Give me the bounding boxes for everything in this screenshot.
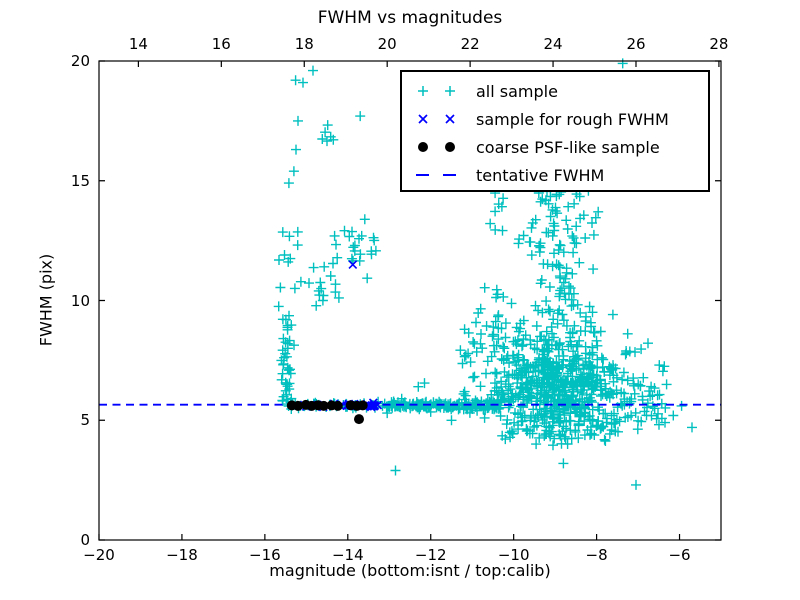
top-tick-label: 24 [543, 35, 563, 53]
top-tick-label: 26 [626, 35, 646, 53]
legend-label: tentative FWHM [476, 165, 605, 185]
plus-marker-icon [412, 81, 467, 101]
dot-marker-icon [412, 137, 467, 157]
legend-item-rough-fwhm: sample for rough FWHM [412, 105, 708, 133]
legend: all sample sample for rough FWHM coarse … [400, 70, 710, 192]
legend-item-psf-sample: coarse PSF-like sample [412, 133, 708, 161]
x-tick-label: −6 [668, 546, 691, 564]
x-marker-icon [412, 109, 467, 129]
x-tick-label: −14 [331, 546, 364, 564]
x-tick-label: −8 [585, 546, 608, 564]
y-tick-label: 0 [80, 531, 90, 549]
x-tick-label: −18 [166, 546, 198, 564]
chart-title: FWHM vs magnitudes [317, 8, 503, 28]
legend-label: coarse PSF-like sample [476, 137, 660, 157]
y-tick-label: 15 [70, 171, 90, 190]
top-tick-label: 20 [377, 35, 397, 53]
top-tick-label: 22 [460, 35, 480, 53]
top-tick-label: 16 [211, 35, 231, 53]
y-tick-label: 10 [70, 291, 90, 310]
legend-label: sample for rough FWHM [476, 109, 669, 129]
dashed-line-icon [412, 165, 467, 185]
y-tick-label: 20 [70, 52, 90, 70]
legend-item-all-sample: all sample [412, 77, 708, 105]
x-tick-label: −10 [497, 546, 530, 564]
x-axis-label: magnitude (bottom:isnt / top:calib) [269, 561, 551, 580]
x-tick-label: −12 [414, 546, 447, 564]
y-tick-label: 5 [80, 411, 90, 430]
legend-label: all sample [476, 81, 558, 101]
legend-item-tentative-fwhm: tentative FWHM [412, 161, 708, 189]
top-tick-label: 18 [294, 35, 314, 53]
top-tick-label: 14 [128, 35, 148, 53]
x-tick-label: −16 [249, 546, 281, 564]
top-tick-label: 28 [709, 35, 729, 53]
x-tick-label: −20 [83, 546, 115, 564]
